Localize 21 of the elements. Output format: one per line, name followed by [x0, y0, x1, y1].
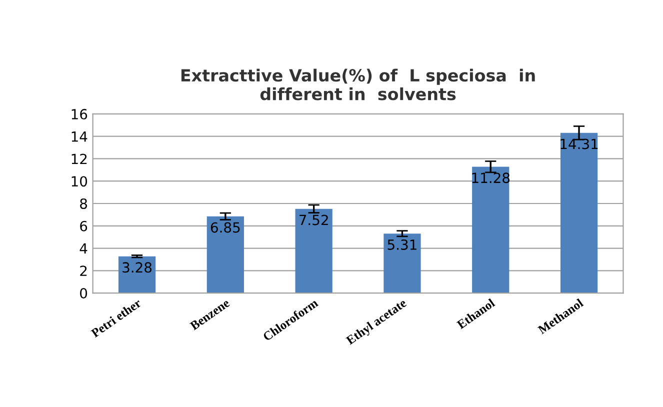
y-tick-label: 14 — [72, 131, 88, 142]
bar — [472, 166, 510, 294]
y-tick-label: 12 — [72, 154, 87, 164]
bar — [118, 256, 156, 294]
y-tick-label: 6 — [80, 220, 88, 232]
y-tick-label: 8 — [80, 198, 88, 209]
data-label: 7.52 — [299, 214, 328, 226]
y-tick-label: 0 — [80, 288, 88, 299]
data-label: 3.28 — [122, 262, 152, 273]
y-tick-label: 16 — [72, 108, 88, 120]
bar — [295, 208, 332, 294]
data-label: 5.31 — [388, 239, 416, 250]
bar — [206, 216, 244, 294]
x-tick-label: Petri ether — [90, 298, 142, 338]
y-tick-label: 10 — [72, 176, 88, 187]
data-label: 6.85 — [210, 222, 240, 233]
bar — [384, 234, 421, 294]
chart-title: Extracttive Value(%) of L speciosa in different in solvents — [181, 68, 535, 100]
y-tick-label: 2 — [80, 266, 87, 276]
y-tick-label: 4 — [80, 243, 88, 254]
bar — [560, 132, 598, 294]
